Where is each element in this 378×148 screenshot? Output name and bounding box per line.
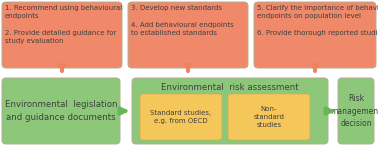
Text: 1. Recommend using behavioural
endpoints

2. Provide detailed guidance for
study: 1. Recommend using behavioural endpoints… [5, 5, 122, 44]
Text: Environmental  risk assessment: Environmental risk assessment [161, 83, 299, 92]
FancyBboxPatch shape [140, 94, 222, 140]
Text: Non-
standard
studies: Non- standard studies [254, 106, 284, 128]
Text: Risk
management
decision: Risk management decision [330, 94, 378, 128]
FancyBboxPatch shape [2, 2, 122, 68]
FancyBboxPatch shape [228, 94, 310, 140]
FancyBboxPatch shape [254, 2, 376, 68]
Text: 3. Develop new standards

4. Add behavioural endpoints
to established standards: 3. Develop new standards 4. Add behaviou… [131, 5, 234, 36]
FancyBboxPatch shape [132, 78, 328, 144]
FancyBboxPatch shape [128, 2, 248, 68]
Text: 5. Clarify the importance of behavioural
endpoints on population level

6. Provi: 5. Clarify the importance of behavioural… [257, 5, 378, 36]
FancyBboxPatch shape [338, 78, 374, 144]
Text: Standard studies,
e.g. from OECD: Standard studies, e.g. from OECD [150, 110, 212, 124]
FancyBboxPatch shape [2, 78, 120, 144]
Text: Environmental  legislation
and guidance documents: Environmental legislation and guidance d… [5, 100, 117, 122]
